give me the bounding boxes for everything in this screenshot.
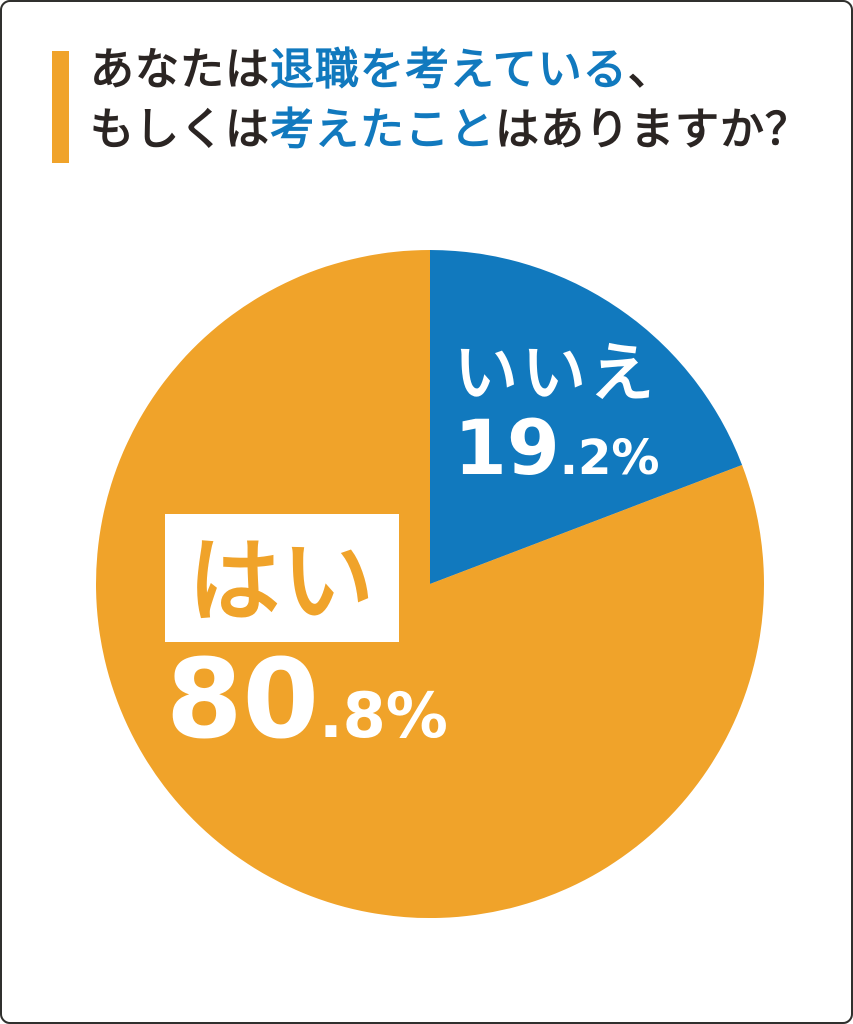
pie-label-yes-percent: 80.8% [166,644,448,754]
title-line2-highlight: 考えたこと [270,104,495,155]
title-accent-bar [52,51,69,163]
title-line-2: もしくは考えたことはありますか？ [90,100,810,160]
pie-label-no-percent: 19.2% [454,410,660,486]
pie-label-yes-percent-main: 80 [166,635,320,763]
title-line-1: あなたは退職を考えている、 [90,40,810,100]
title-line2-post: はありますか？ [495,104,810,155]
pie-label-no: いいえ 19.2% [454,338,660,486]
pie-label-no-percent-main: 19 [454,403,560,492]
title-line1-post: 、 [627,44,673,95]
pie-label-no-percent-sub: .2% [559,430,660,486]
title-line1-highlight: 退職を考えている [270,44,628,95]
pie-label-yes-text: はい [187,528,376,635]
pie-label-yes-box: はい [165,514,399,642]
title-line2-pre: もしくは [90,104,270,155]
pie-label-no-text: いいえ [454,337,658,411]
title-line1-pre: あなたは [90,44,270,95]
pie-slice-1 [96,250,764,918]
pie-label-yes-percent-sub: .8% [319,679,448,752]
page-title: あなたは退職を考えている、 もしくは考えたことはありますか？ [90,40,810,160]
pie-slice-0 [430,250,743,584]
